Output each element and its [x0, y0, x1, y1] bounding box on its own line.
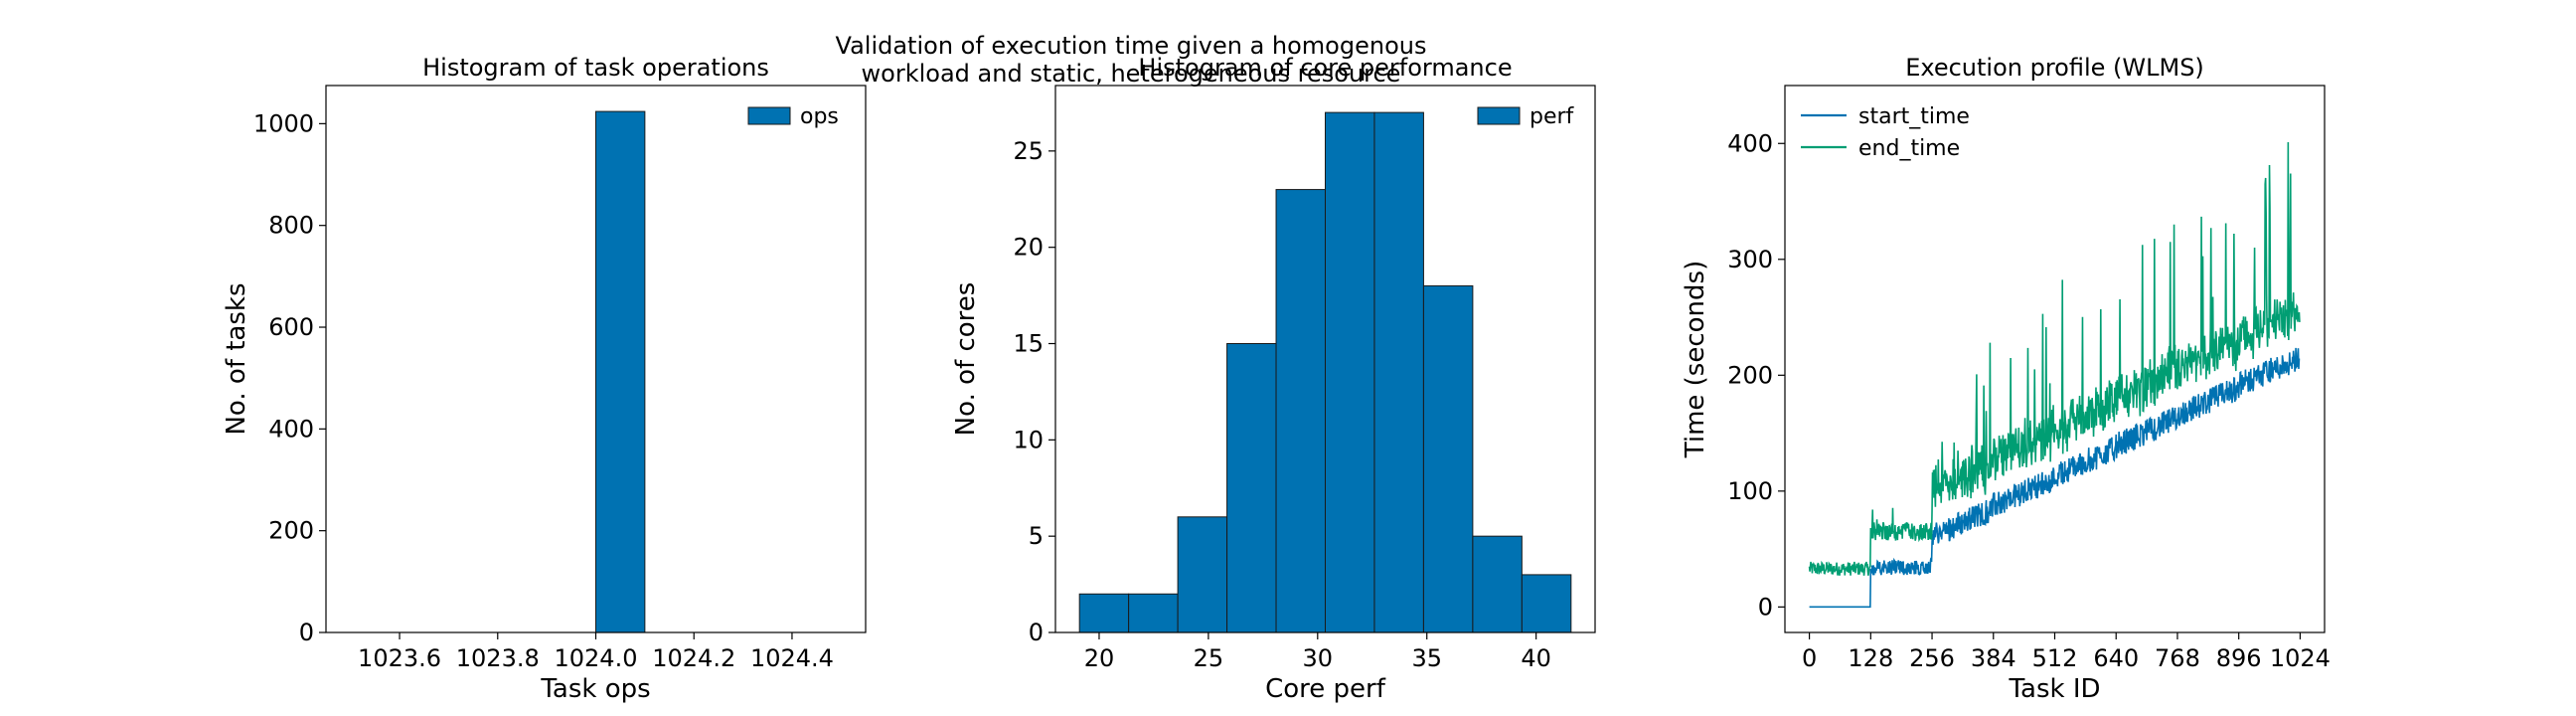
x-tick-label: 512	[2032, 644, 2078, 672]
panel-title: Histogram of core performance	[1138, 54, 1512, 82]
plot-frame	[1054, 85, 1596, 633]
figure-title-line1: Validation of execution time given a hom…	[836, 32, 1427, 60]
x-tick-label: 1024.4	[750, 644, 834, 672]
y-tick-label: 300	[1727, 246, 1773, 273]
histogram-bar	[1373, 111, 1424, 633]
ops-histogram-panel: 1023.6 1023.8 1024.0 1024.2 1024.4 0 200 400 600…	[222, 54, 867, 704]
x-axis-label: Task ID	[2008, 674, 2100, 704]
histogram-bar	[595, 110, 646, 633]
x-tick-label: 768	[2155, 644, 2200, 672]
histogram-bar	[1177, 516, 1228, 633]
y-axis-label: Time (seconds)	[1681, 261, 1710, 458]
end-time-line	[1808, 142, 2301, 576]
start-time-line	[1809, 347, 2301, 609]
x-tick-label: 1023.6	[358, 644, 441, 672]
x-tick-label: 896	[2216, 644, 2262, 672]
x-axis-label: Task ops	[540, 674, 650, 704]
histogram-bar	[1521, 574, 1572, 633]
y-axis-label: No. of tasks	[222, 282, 251, 435]
perf-histogram-panel: 20 25 30 35 40 0 5 10 15 20 25 Histogram of core pe…	[951, 54, 1596, 704]
histogram-bar	[1078, 593, 1130, 633]
y-tick-label: 20	[1013, 234, 1044, 262]
x-tick-label: 30	[1303, 644, 1334, 672]
figure-title-line2: workload and static, heterogeneous resou…	[862, 60, 1401, 88]
y-tick-label: 100	[1727, 477, 1773, 505]
histogram-bar	[1325, 111, 1375, 633]
y-tick-label: 0	[1758, 593, 1773, 621]
panel-title: Execution profile (WLMS)	[1905, 54, 2204, 82]
x-tick-label: 640	[2093, 644, 2139, 672]
y-tick-label: 400	[1727, 129, 1773, 157]
x-tick-label: 0	[1802, 644, 1817, 672]
y-tick-label: 1000	[253, 109, 314, 137]
y-tick-label: 800	[268, 212, 314, 240]
plot-frame	[1784, 85, 2326, 633]
y-axis-label: No. of cores	[951, 282, 981, 437]
y-tick-label: 0	[1029, 619, 1044, 646]
x-tick-label: 25	[1194, 644, 1224, 672]
x-tick-label: 1024.0	[555, 644, 638, 672]
x-tick-label: 1024.2	[652, 644, 735, 672]
x-tick-label: 384	[1971, 644, 2016, 672]
histogram-bar	[1226, 343, 1277, 633]
legend-swatch	[1477, 106, 1521, 125]
y-tick-label: 600	[268, 313, 314, 341]
y-tick-label: 15	[1013, 330, 1044, 358]
legend-label: ops	[800, 104, 839, 129]
x-tick-label: 35	[1411, 644, 1442, 672]
x-tick-label: 20	[1084, 644, 1115, 672]
y-tick-label: 200	[1727, 361, 1773, 389]
panel-title: Histogram of task operations	[422, 54, 769, 82]
y-tick-label: 400	[268, 415, 314, 443]
x-tick-label: 40	[1521, 644, 1551, 672]
histogram-bar	[1422, 284, 1474, 633]
legend-label: perf	[1530, 104, 1575, 129]
y-tick-label: 200	[268, 517, 314, 545]
histogram-bar	[1472, 535, 1523, 633]
histogram-bar	[1128, 593, 1179, 633]
histogram-bar	[1275, 189, 1326, 633]
y-tick-label: 25	[1013, 137, 1044, 165]
x-tick-label: 256	[1909, 644, 1955, 672]
y-tick-label: 10	[1013, 426, 1044, 453]
x-tick-label: 1023.8	[456, 644, 540, 672]
legend-swatch	[747, 106, 791, 125]
x-axis-label: Core perf	[1265, 674, 1386, 704]
y-tick-label: 0	[299, 619, 314, 646]
legend-label: end_time	[1858, 136, 1960, 161]
x-tick-label: 128	[1848, 644, 1893, 672]
x-tick-label: 1024	[2270, 644, 2331, 672]
y-tick-label: 5	[1029, 522, 1044, 550]
execution-profile-panel: 0 128 256 384 512 640 768 896 1024 0 100 200 300 400 E…	[1681, 54, 2331, 704]
legend-label: start_time	[1858, 104, 1970, 129]
